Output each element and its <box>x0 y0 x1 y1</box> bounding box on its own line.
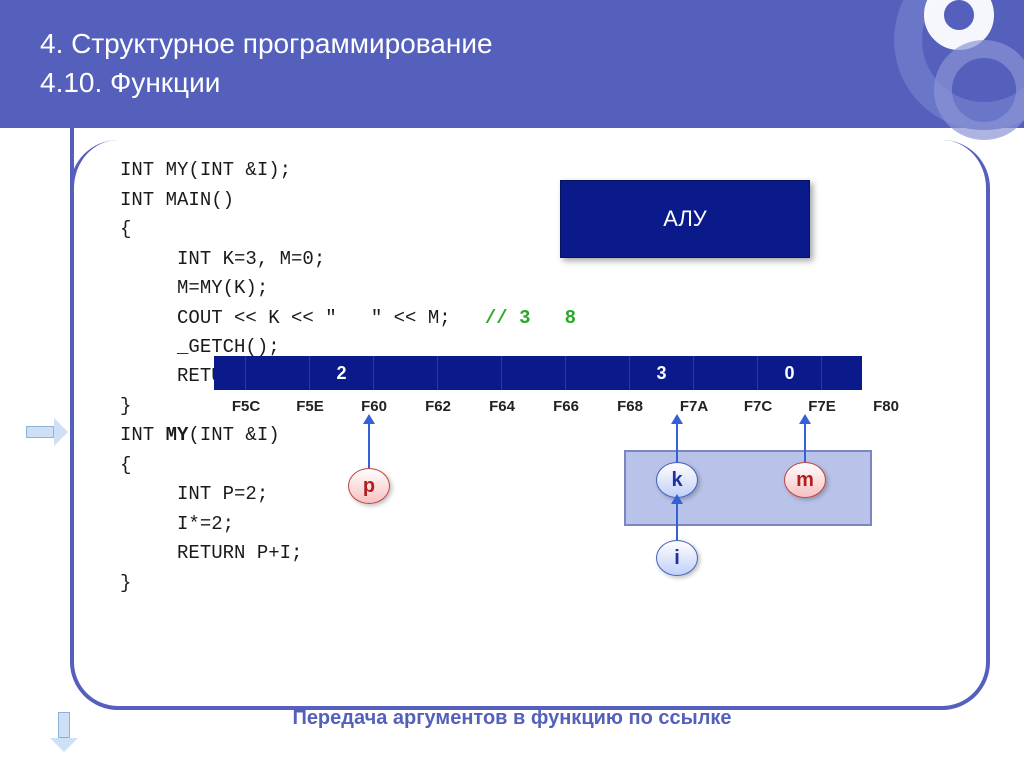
code-l11: { <box>120 454 131 476</box>
slide-caption: Передача аргументов в функцию по ссылке <box>0 707 1024 730</box>
memory-cell <box>214 356 246 390</box>
memory-address: F80 <box>854 398 918 415</box>
code-l3: { <box>120 218 131 240</box>
code-l14: RETURN P+I; <box>120 542 302 564</box>
code-l1: INT MY(INT &I); <box>120 159 291 181</box>
code-l4: INT K=3, M=0; <box>120 248 325 270</box>
memory-cell <box>502 356 566 390</box>
address-row: F5CF5EF60F62F64F66F68F7AF7CF7EF80 <box>214 398 918 415</box>
code-l15: } <box>120 572 131 594</box>
memory-cell <box>694 356 758 390</box>
code-l9: } <box>120 395 131 417</box>
memory-address: F5C <box>214 398 278 415</box>
memory-cell <box>438 356 502 390</box>
pointer-arrow-k <box>676 422 678 462</box>
code-comment: // 3 8 <box>485 307 576 329</box>
memory-cell: 0 <box>758 356 822 390</box>
memory-address: F62 <box>406 398 470 415</box>
next-slide-arrow[interactable] <box>50 712 78 752</box>
pointer-arrow-i <box>676 502 678 540</box>
code-l5: M=MY(K); <box>120 277 268 299</box>
pointer-arrow-p <box>368 422 370 468</box>
memory-address: F5E <box>278 398 342 415</box>
alu-box: АЛУ <box>560 180 810 258</box>
memory-address: F7E <box>790 398 854 415</box>
code-l10b: MY <box>166 424 189 446</box>
memory-strip: 2 3 0 <box>214 356 862 390</box>
slide-body: INT MY(INT &I); INT MAIN() { INT K=3, M=… <box>0 128 1024 766</box>
memory-address: F64 <box>470 398 534 415</box>
code-l12: INT P=2; <box>120 483 268 505</box>
memory-address: F68 <box>598 398 662 415</box>
code-pointer-arrow <box>26 418 66 446</box>
memory-address: F60 <box>342 398 406 415</box>
memory-address: F7C <box>726 398 790 415</box>
alu-label: АЛУ <box>663 206 707 232</box>
slide-header: 4. Структурное программирование 4.10. Фу… <box>0 0 1024 128</box>
memory-cell: 2 <box>310 356 374 390</box>
memory-cell: 3 <box>630 356 694 390</box>
memory-cell <box>374 356 438 390</box>
corner-decoration <box>804 0 1024 140</box>
memory-address: F66 <box>534 398 598 415</box>
code-l10c: (INT &I) <box>188 424 279 446</box>
code-l13: I*=2; <box>120 513 234 535</box>
code-l7: _GETCH(); <box>120 336 280 358</box>
code-l6a: COUT << K << " " << M; <box>120 307 485 329</box>
code-l10a: INT <box>120 424 166 446</box>
memory-cell <box>566 356 630 390</box>
memory-cell <box>822 356 862 390</box>
pointer-arrow-m <box>804 422 806 462</box>
memory-address: F7A <box>662 398 726 415</box>
memory-cell <box>246 356 310 390</box>
code-l2: INT MAIN() <box>120 189 234 211</box>
